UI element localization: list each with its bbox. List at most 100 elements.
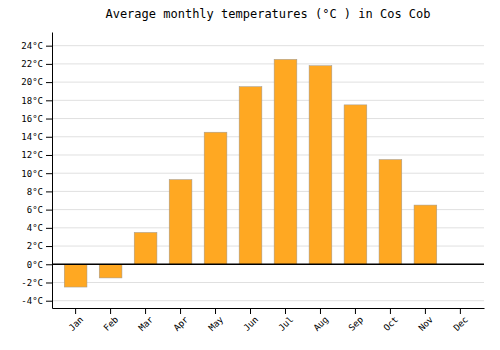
y-axis-line bbox=[52, 33, 53, 309]
y-tick-mark bbox=[46, 210, 52, 211]
grid-line bbox=[52, 300, 484, 301]
x-tick-mark bbox=[285, 308, 286, 314]
plot-area: -4°C -2°C 0°C 2°C 4°C 6°C 8°C 10°C 12°C 14°C 16°C 1… bbox=[21, 33, 484, 334]
y-tick-label: -2°C bbox=[21, 278, 43, 288]
grid bbox=[52, 46, 484, 301]
y-tick-mark bbox=[46, 137, 52, 138]
y-tick: -4°C bbox=[21, 296, 52, 306]
y-tick-mark bbox=[46, 100, 52, 101]
y-tick: 16°C bbox=[21, 114, 52, 124]
y-tick: -2°C bbox=[21, 278, 52, 288]
bar bbox=[99, 264, 122, 278]
x-tick-mark bbox=[250, 308, 251, 314]
grid-line bbox=[52, 282, 484, 283]
x-axis: JanFebMarAprMayJunJulAugSepOctNovDec bbox=[53, 308, 485, 333]
grid-line bbox=[52, 264, 484, 265]
x-tick-mark bbox=[215, 308, 216, 314]
y-tick-mark bbox=[46, 191, 52, 192]
x-tick-mark bbox=[425, 308, 426, 314]
y-tick-label: 2°C bbox=[27, 241, 43, 251]
x-tick-label: Dec bbox=[452, 314, 471, 333]
y-tick-mark bbox=[46, 155, 52, 156]
bar bbox=[134, 232, 157, 264]
y-tick-label: 6°C bbox=[27, 205, 43, 215]
x-tick-label: Sep bbox=[347, 314, 366, 333]
x-tick: Oct bbox=[382, 308, 401, 333]
x-tick-mark bbox=[180, 308, 181, 314]
y-tick: 24°C bbox=[21, 41, 52, 51]
bars bbox=[64, 59, 437, 287]
y-tick-mark bbox=[46, 46, 52, 47]
y-tick: 4°C bbox=[27, 223, 52, 233]
x-tick-mark bbox=[390, 308, 391, 314]
bar bbox=[64, 264, 87, 287]
x-tick-label: Aug bbox=[312, 314, 331, 333]
x-tick-mark bbox=[145, 308, 146, 314]
x-tick-label: Oct bbox=[382, 314, 401, 333]
x-tick-label: Jul bbox=[277, 314, 296, 333]
zero-line bbox=[52, 264, 484, 266]
grid-line bbox=[52, 154, 484, 155]
x-tick-mark bbox=[460, 308, 461, 314]
y-tick-mark bbox=[46, 282, 52, 283]
y-axis: -4°C -2°C 0°C 2°C 4°C 6°C 8°C 10°C 12°C 14°C 16°C 1… bbox=[21, 33, 52, 309]
y-tick-mark bbox=[46, 119, 52, 120]
y-tick-label: 10°C bbox=[21, 169, 43, 179]
y-tick-label: 4°C bbox=[27, 223, 43, 233]
y-tick: 14°C bbox=[21, 132, 52, 142]
chart: -4°C -2°C 0°C 2°C 4°C 6°C 8°C 10°C 12°C 14°C 16°C 1… bbox=[0, 0, 500, 350]
x-tick: Dec bbox=[452, 308, 471, 333]
y-tick-mark bbox=[46, 246, 52, 247]
x-tick: Jan bbox=[67, 308, 86, 333]
y-tick-mark bbox=[46, 173, 52, 174]
y-tick-mark bbox=[46, 82, 52, 83]
x-tick-label: Mar bbox=[137, 314, 156, 333]
x-tick: Aug bbox=[312, 308, 331, 333]
y-tick: 10°C bbox=[21, 169, 52, 179]
y-tick: 8°C bbox=[27, 187, 52, 197]
grid-line bbox=[52, 82, 484, 83]
bar bbox=[204, 132, 227, 264]
y-tick-label: 0°C bbox=[27, 260, 43, 270]
grid-line bbox=[52, 173, 484, 174]
y-tick-label: 24°C bbox=[21, 41, 43, 51]
x-axis-line bbox=[53, 308, 485, 309]
y-tick: 20°C bbox=[21, 77, 52, 87]
x-tick: Mar bbox=[137, 308, 156, 333]
title: Average monthly temperatures (°C ) in Co… bbox=[105, 7, 430, 21]
y-tick-label: 8°C bbox=[27, 187, 43, 197]
y-tick: 22°C bbox=[21, 59, 52, 69]
x-tick: Jul bbox=[277, 308, 296, 333]
grid-line bbox=[52, 45, 484, 46]
x-tick-mark bbox=[110, 308, 111, 314]
y-tick-label: 20°C bbox=[21, 77, 43, 87]
grid-line bbox=[52, 63, 484, 64]
bar bbox=[274, 59, 297, 264]
y-tick-label: 16°C bbox=[21, 114, 43, 124]
bar bbox=[379, 160, 402, 265]
bar bbox=[344, 105, 367, 264]
x-tick-label: Jan bbox=[67, 314, 86, 333]
x-tick-label: Feb bbox=[102, 314, 121, 333]
x-tick-mark bbox=[320, 308, 321, 314]
x-tick-label: Jun bbox=[242, 314, 261, 333]
x-tick: Sep bbox=[347, 308, 366, 333]
x-tick: Apr bbox=[172, 308, 191, 333]
bar bbox=[239, 87, 262, 265]
x-tick-mark bbox=[355, 308, 356, 314]
y-tick-mark bbox=[46, 301, 52, 302]
y-tick: 6°C bbox=[27, 205, 52, 215]
bar bbox=[414, 205, 437, 264]
y-tick-label: 12°C bbox=[21, 150, 43, 160]
bar bbox=[309, 66, 332, 265]
x-tick-label: Apr bbox=[172, 314, 191, 333]
y-tick-label: 18°C bbox=[21, 96, 43, 106]
y-tick-label: 22°C bbox=[21, 59, 43, 69]
y-tick: 12°C bbox=[21, 150, 52, 160]
y-tick-label: -4°C bbox=[21, 296, 43, 306]
x-tick-mark bbox=[75, 308, 76, 314]
y-tick-mark bbox=[46, 64, 52, 65]
x-tick: Feb bbox=[102, 308, 121, 333]
x-tick: May bbox=[207, 308, 226, 333]
x-tick: Jun bbox=[242, 308, 261, 333]
